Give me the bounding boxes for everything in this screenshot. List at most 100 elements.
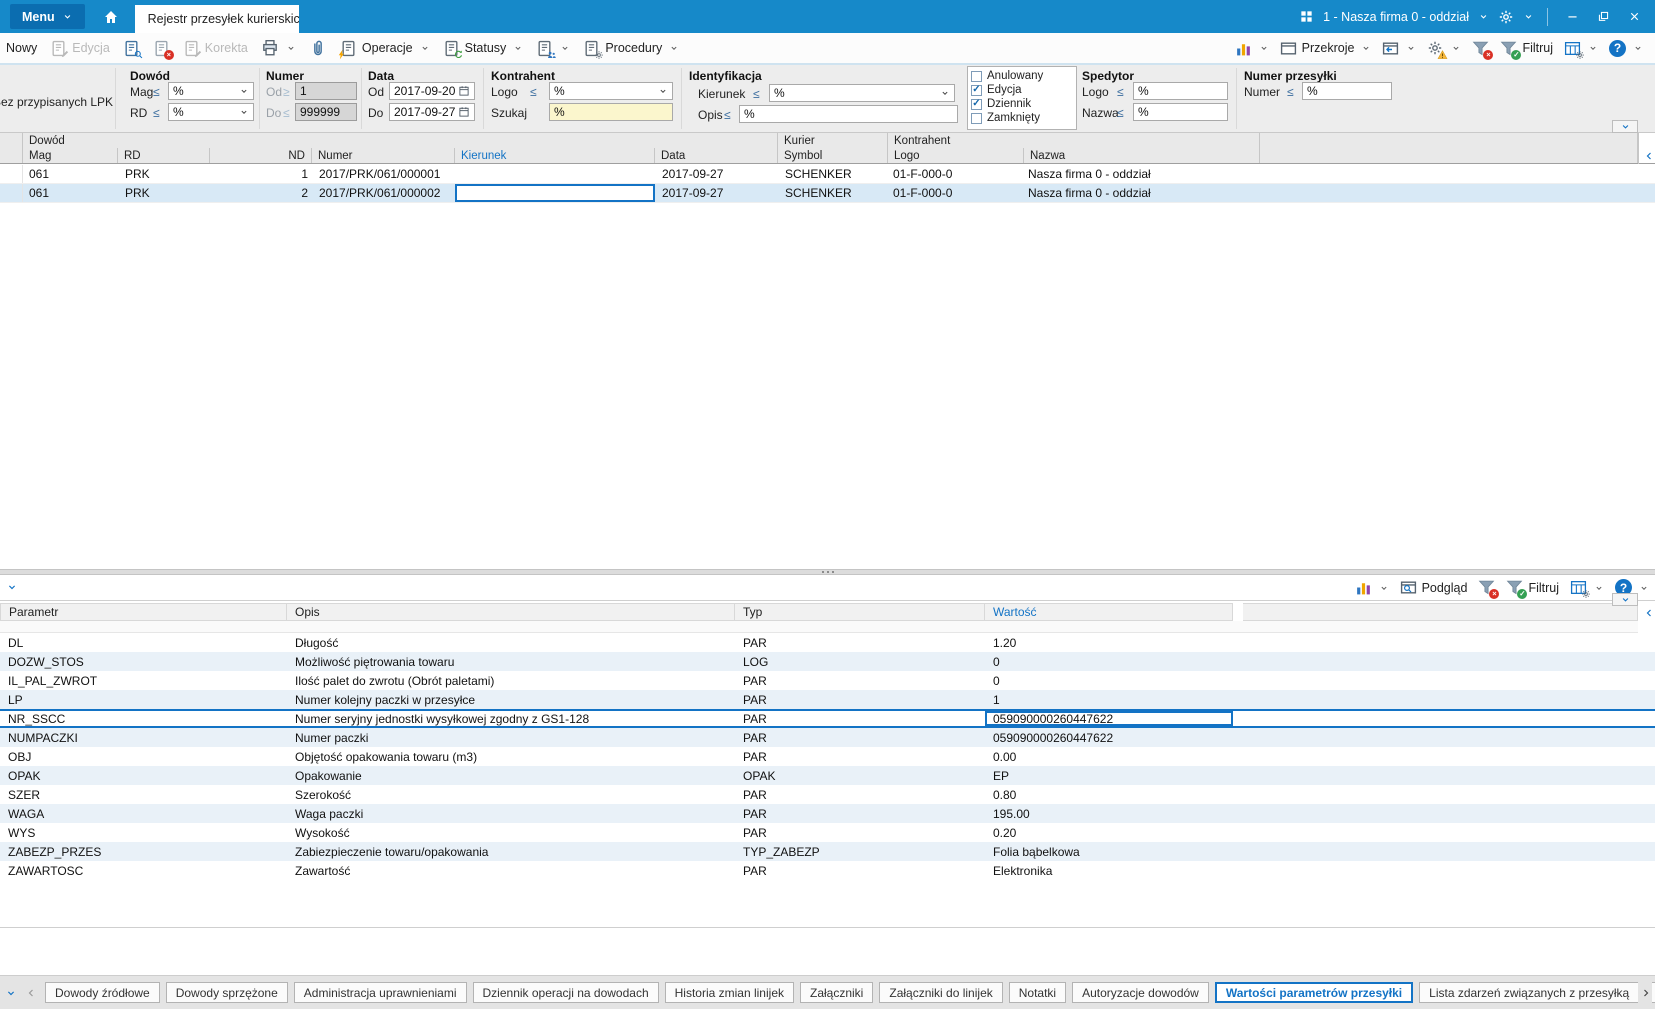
table-settings-button[interactable] xyxy=(1570,579,1604,596)
minimize-button[interactable] xyxy=(1561,6,1583,28)
filter-button[interactable]: ✓ Filtruj xyxy=(1506,579,1559,599)
cell-wartosc[interactable]: Elektronika xyxy=(993,863,1053,878)
apps-grid-icon[interactable] xyxy=(1299,9,1314,24)
cell-nazwa[interactable]: Nasza firma 0 - oddział xyxy=(1028,186,1151,200)
cell-parametr[interactable]: ZAWARTOSC xyxy=(8,863,84,878)
column-header-wartosc[interactable]: Wartość xyxy=(985,603,1233,621)
cell-mag[interactable]: 061 xyxy=(29,167,50,181)
cell-numer[interactable]: 2017/PRK/061/000002 xyxy=(319,186,441,200)
mag-select[interactable]: % xyxy=(168,82,254,100)
cell-logo[interactable]: 01-F-000-0 xyxy=(893,186,953,200)
numer-przesylki-input[interactable]: % xyxy=(1302,82,1392,100)
parameter-row[interactable]: WAGA Waga paczki PAR 195.00 xyxy=(0,804,1655,823)
parameter-row[interactable]: NR_SSCC Numer seryjny jednostki wysyłkow… xyxy=(0,709,1655,728)
data-od-input[interactable]: 2017-09-20 xyxy=(389,82,475,100)
chevron-down-icon[interactable] xyxy=(1478,11,1489,22)
cell-opis[interactable]: Wysokość xyxy=(295,825,350,840)
clear-filter-button[interactable]: × xyxy=(1478,579,1500,599)
cell-typ[interactable]: TYP_ZABEZP xyxy=(743,844,820,859)
cell-logo[interactable]: 01-F-000-0 xyxy=(893,167,953,181)
cell-typ[interactable]: PAR xyxy=(743,730,767,745)
cell-wartosc[interactable]: 0.80 xyxy=(993,787,1017,802)
cell-typ[interactable]: PAR xyxy=(743,749,767,764)
parameter-row[interactable]: WYS Wysokość PAR 0.20 xyxy=(0,823,1655,842)
bottom-tab[interactable]: Autoryzacje dowodów xyxy=(1072,982,1209,1003)
restore-button[interactable] xyxy=(1592,6,1614,28)
cell-opis[interactable]: Numer paczki xyxy=(295,730,369,745)
cell-opis[interactable]: Objętość opakowania towaru (m3) xyxy=(295,749,478,764)
cell-typ[interactable]: PAR xyxy=(743,863,767,878)
cell-typ[interactable]: PAR xyxy=(743,787,767,802)
chevron-down-icon[interactable] xyxy=(1523,11,1534,22)
column-header-nazwa[interactable]: Nazwa xyxy=(1024,148,1260,163)
cell-rd[interactable]: PRK xyxy=(125,167,150,181)
cell-parametr[interactable]: OBJ xyxy=(8,749,32,764)
cell-data[interactable]: 2017-09-27 xyxy=(662,167,724,181)
settings-warning-button[interactable] xyxy=(1427,40,1461,57)
home-button[interactable] xyxy=(103,9,119,25)
numer-od-input[interactable]: 1 xyxy=(295,82,357,100)
column-header-nd[interactable]: ND xyxy=(210,148,312,163)
column-header-numer[interactable]: Numer xyxy=(312,148,455,163)
cell-typ[interactable]: LOG xyxy=(743,654,769,669)
cell-opis[interactable]: Numer kolejny paczki w przesyłce xyxy=(295,692,476,707)
spedytor-nazwa-input[interactable]: % xyxy=(1133,103,1228,121)
bottom-tab[interactable]: Lista zdarzeń związanych z przesyłką xyxy=(1419,982,1640,1003)
status-checkbox[interactable]: ✓ Dziennik xyxy=(971,98,1032,110)
procedures-button[interactable]: Procedury xyxy=(583,40,679,57)
company-selector[interactable]: 1 - Nasza firma 0 - oddział xyxy=(1323,9,1469,24)
parameter-row[interactable]: IL_PAL_ZWROT Ilość palet do zwrotu (Obró… xyxy=(0,671,1655,690)
operations-button[interactable]: Operacje xyxy=(340,40,430,57)
table-settings-button[interactable] xyxy=(1564,40,1598,57)
cell-data[interactable]: 2017-09-27 xyxy=(662,186,724,200)
document-users-button[interactable] xyxy=(536,40,570,57)
rd-select[interactable]: % xyxy=(168,103,254,121)
cell-wartosc[interactable]: 195.00 xyxy=(993,806,1030,821)
cell-opis[interactable]: Zabiezpieczenie towaru/opakowania xyxy=(295,844,489,859)
cell-parametr[interactable]: SZER xyxy=(8,787,41,802)
cell-typ[interactable]: PAR xyxy=(743,673,767,688)
spedytor-logo-input[interactable]: % xyxy=(1133,82,1228,100)
bottom-tab[interactable]: Dowody źródłowe xyxy=(45,982,160,1003)
group-header-kontrahent[interactable]: Kontrahent xyxy=(888,133,1260,148)
cell-kierunek[interactable] xyxy=(455,184,655,202)
tabs-collapse-icon[interactable] xyxy=(5,987,17,999)
print-button[interactable] xyxy=(261,39,296,57)
cell-parametr[interactable]: DOZW_STOS xyxy=(8,654,84,669)
cell-typ[interactable]: PAR xyxy=(743,635,767,650)
bottom-tab[interactable]: Dowody sprzężone xyxy=(165,982,288,1003)
side-panel-toggle-icon[interactable] xyxy=(1643,607,1655,619)
cell-opis[interactable]: Długość xyxy=(295,635,339,650)
dock-panel-button[interactable] xyxy=(1382,40,1416,57)
status-checkbox[interactable]: ✓ Zamknięty xyxy=(971,111,1073,125)
cell-parametr[interactable]: OPAK xyxy=(8,768,41,783)
cell-numer[interactable]: 2017/PRK/061/000001 xyxy=(319,167,441,181)
cell-symbol[interactable]: SCHENKER xyxy=(785,167,852,181)
close-button[interactable] xyxy=(1623,6,1645,28)
cell-opis[interactable]: Opakowanie xyxy=(295,768,362,783)
tabs-scroll-left-icon[interactable] xyxy=(25,987,37,999)
edit-button[interactable]: Edycja xyxy=(50,40,110,57)
column-header-logo[interactable]: Logo xyxy=(888,148,1024,163)
group-header-dowod[interactable]: Dowód xyxy=(23,133,778,148)
cell-wartosc[interactable]: 0.20 xyxy=(993,825,1017,840)
chart-button[interactable] xyxy=(1235,40,1269,57)
cell-parametr[interactable]: NR_SSCC xyxy=(8,711,66,726)
cell-typ[interactable]: PAR xyxy=(743,692,767,707)
cell-opis[interactable]: Ilość palet do zwrotu (Obrót paletami) xyxy=(295,673,495,688)
cell-kierunek[interactable] xyxy=(457,165,653,183)
chart-button[interactable] xyxy=(1355,579,1389,596)
cell-nazwa[interactable]: Nasza firma 0 - oddział xyxy=(1028,167,1151,181)
preview-button[interactable]: Podgląd xyxy=(1400,579,1467,596)
parameter-row[interactable]: DL Długość PAR 1.20 xyxy=(0,633,1655,652)
cell-wartosc[interactable]: 1 xyxy=(993,692,1000,707)
delete-document-button[interactable]: × xyxy=(153,40,174,60)
status-checkbox[interactable]: ✓ Edycja xyxy=(971,84,1022,96)
cell-symbol[interactable]: SCHENKER xyxy=(785,186,852,200)
parameter-row[interactable]: LP Numer kolejny paczki w przesyłce PAR … xyxy=(0,690,1655,709)
clear-filter-button[interactable]: × xyxy=(1472,40,1494,60)
shipment-row[interactable]: 061 PRK 2 2017/PRK/061/000002 2017-09-27… xyxy=(0,184,1655,203)
attachments-button[interactable] xyxy=(309,39,327,57)
bottom-tab[interactable]: Załączniki do linijek xyxy=(879,982,1003,1003)
cell-parametr[interactable]: DL xyxy=(8,635,24,650)
